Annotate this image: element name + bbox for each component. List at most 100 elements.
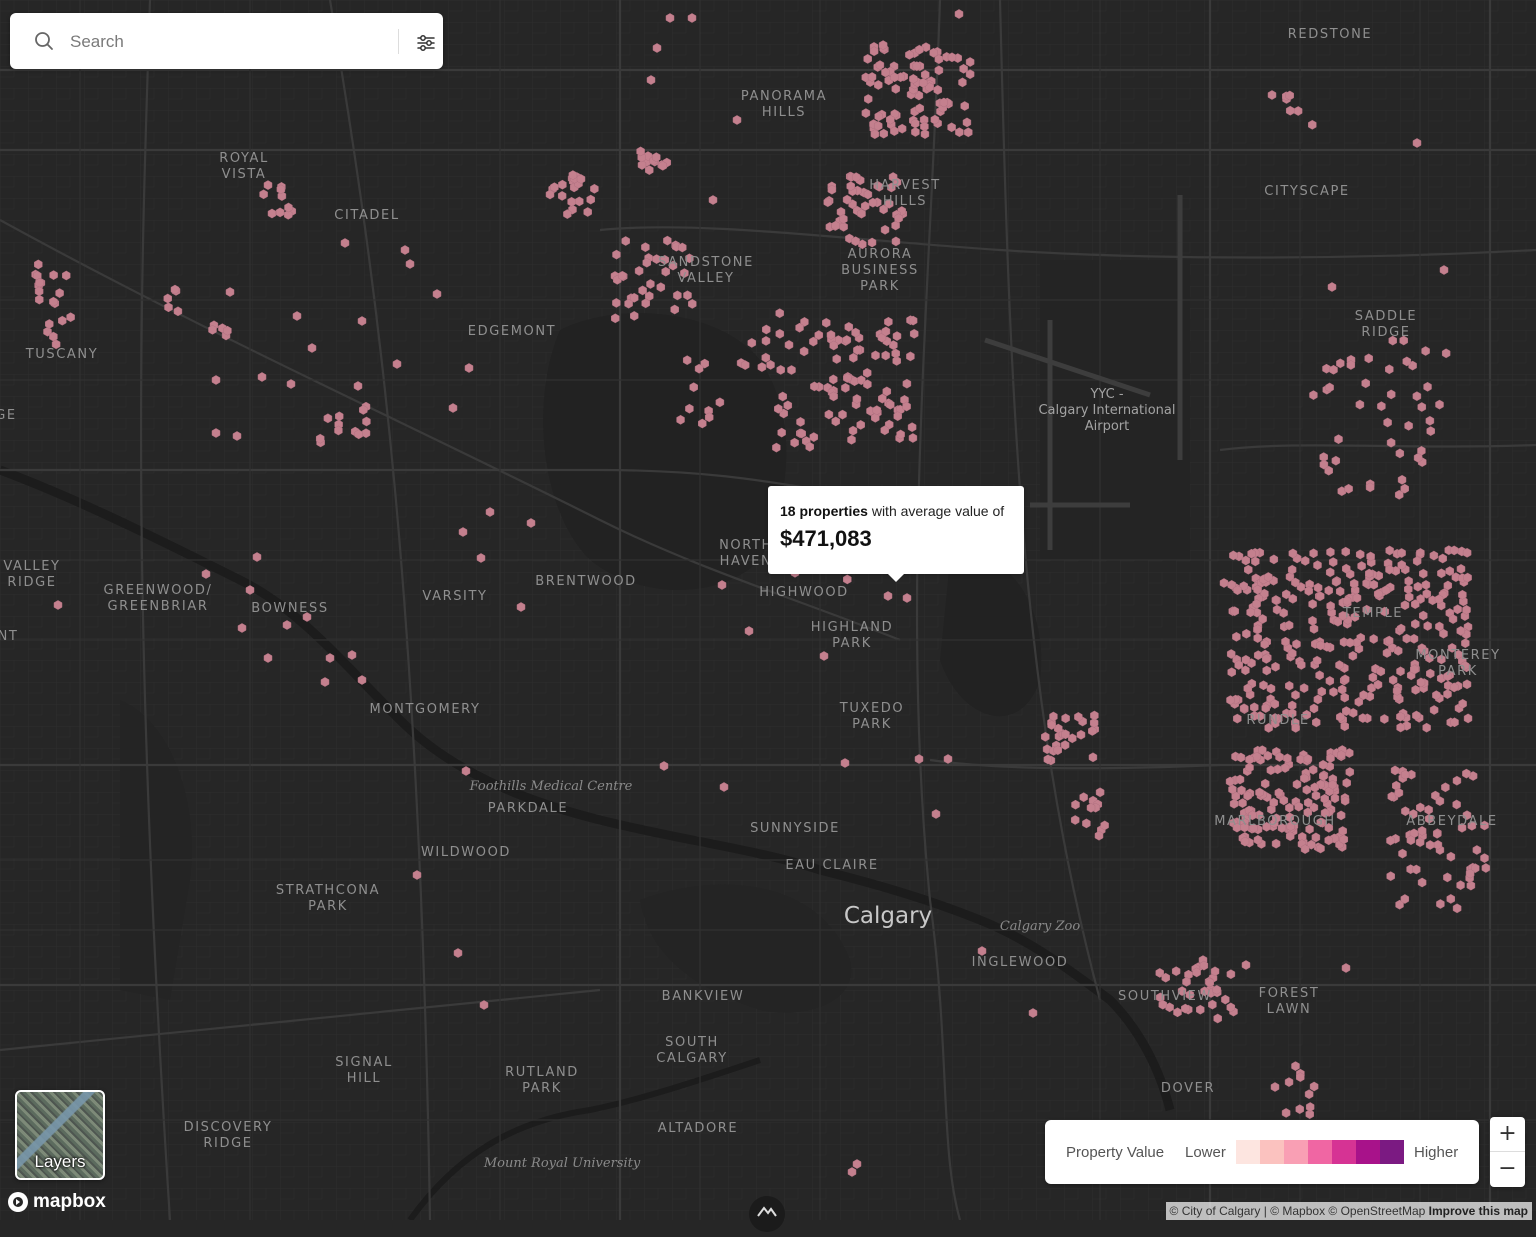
property-hex[interactable] (1291, 723, 1300, 733)
property-hex[interactable] (164, 302, 173, 313)
property-hex[interactable] (799, 346, 809, 357)
property-hex[interactable] (670, 304, 679, 315)
property-hex[interactable] (645, 165, 654, 175)
property-hex[interactable] (1342, 778, 1351, 788)
property-hex[interactable] (1350, 612, 1360, 622)
property-hex[interactable] (1465, 868, 1475, 879)
property-hex[interactable] (1411, 619, 1420, 629)
property-hex[interactable] (1416, 802, 1425, 813)
property-hex[interactable] (906, 351, 915, 362)
property-hex[interactable] (861, 108, 871, 118)
property-hex[interactable] (1262, 665, 1271, 676)
property-hex[interactable] (874, 80, 883, 90)
property-hex[interactable] (1445, 566, 1455, 576)
property-hex[interactable] (875, 60, 885, 70)
property-hex[interactable] (805, 441, 814, 452)
property-hex[interactable] (849, 352, 858, 363)
property-hex[interactable] (1413, 452, 1423, 463)
property-hex[interactable] (1295, 1104, 1304, 1115)
property-hex[interactable] (1171, 966, 1181, 977)
property-hex[interactable] (1047, 720, 1056, 730)
property-hex[interactable] (914, 754, 924, 764)
property-hex[interactable] (965, 57, 975, 67)
property-hex[interactable] (1421, 580, 1431, 590)
property-hex[interactable] (1253, 584, 1262, 595)
property-hex[interactable] (1449, 682, 1459, 693)
property-hex[interactable] (1456, 880, 1465, 891)
property-hex[interactable] (1245, 754, 1254, 765)
property-hex[interactable] (1330, 793, 1340, 804)
property-hex[interactable] (636, 146, 645, 157)
property-hex[interactable] (563, 209, 572, 219)
property-hex[interactable] (1432, 828, 1442, 839)
property-hex[interactable] (1355, 549, 1365, 560)
property-hex[interactable] (1397, 474, 1407, 485)
property-hex[interactable] (392, 359, 402, 369)
property-hex[interactable] (784, 340, 794, 350)
property-hex[interactable] (51, 339, 61, 350)
property-hex[interactable] (1396, 623, 1406, 634)
property-hex[interactable] (464, 363, 474, 373)
property-hex[interactable] (829, 374, 838, 385)
property-hex[interactable] (1325, 567, 1335, 578)
property-hex[interactable] (323, 413, 333, 424)
property-hex[interactable] (1366, 551, 1375, 562)
property-hex[interactable] (611, 313, 620, 324)
property-hex[interactable] (354, 429, 363, 440)
property-hex[interactable] (863, 379, 872, 390)
property-hex[interactable] (1463, 713, 1473, 724)
property-hex[interactable] (800, 317, 809, 327)
property-hex[interactable] (1266, 765, 1276, 776)
property-hex[interactable] (1239, 703, 1249, 714)
property-hex[interactable] (1239, 581, 1248, 591)
property-hex[interactable] (1447, 643, 1457, 653)
property-hex[interactable] (1192, 967, 1201, 978)
property-hex[interactable] (1225, 776, 1235, 787)
property-hex[interactable] (1313, 694, 1323, 705)
property-hex[interactable] (1312, 655, 1322, 666)
property-hex[interactable] (1460, 660, 1470, 671)
property-hex[interactable] (1053, 745, 1062, 756)
property-hex[interactable] (890, 72, 899, 83)
property-hex[interactable] (1251, 556, 1260, 567)
property-hex[interactable] (934, 65, 944, 76)
property-hex[interactable] (1316, 640, 1325, 651)
property-hex[interactable] (1386, 389, 1396, 400)
property-hex[interactable] (846, 181, 855, 192)
property-hex[interactable] (1354, 697, 1364, 707)
property-hex[interactable] (357, 316, 367, 326)
property-hex[interactable] (843, 574, 852, 585)
property-hex[interactable] (851, 236, 860, 247)
property-hex[interactable] (1074, 712, 1083, 722)
property-hex[interactable] (1243, 790, 1252, 801)
property-hex[interactable] (892, 331, 902, 341)
property-hex[interactable] (1452, 775, 1462, 786)
property-hex[interactable] (1213, 1013, 1222, 1024)
property-hex[interactable] (884, 198, 894, 209)
property-hex[interactable] (943, 754, 953, 764)
property-hex[interactable] (1300, 844, 1310, 854)
property-hex[interactable] (908, 315, 918, 326)
property-hex[interactable] (1255, 711, 1265, 721)
property-hex[interactable] (1335, 660, 1344, 670)
property-hex[interactable] (1286, 821, 1295, 832)
property-hex[interactable] (257, 372, 267, 382)
property-hex[interactable] (612, 298, 621, 308)
property-hex[interactable] (661, 266, 670, 277)
property-hex[interactable] (347, 650, 357, 660)
property-hex[interactable] (1415, 837, 1425, 848)
property-hex[interactable] (1177, 986, 1187, 996)
property-hex[interactable] (1161, 972, 1170, 983)
property-hex[interactable] (958, 77, 967, 88)
property-hex[interactable] (1462, 605, 1471, 615)
search-input[interactable] (68, 29, 392, 55)
property-hex[interactable] (1432, 690, 1441, 701)
property-hex[interactable] (878, 40, 888, 50)
property-hex[interactable] (1181, 1003, 1190, 1014)
property-hex[interactable] (1304, 586, 1313, 596)
property-hex[interactable] (1376, 666, 1386, 677)
property-hex[interactable] (1238, 798, 1247, 808)
property-hex[interactable] (717, 580, 727, 590)
property-hex[interactable] (881, 326, 891, 337)
property-hex[interactable] (1436, 899, 1445, 909)
